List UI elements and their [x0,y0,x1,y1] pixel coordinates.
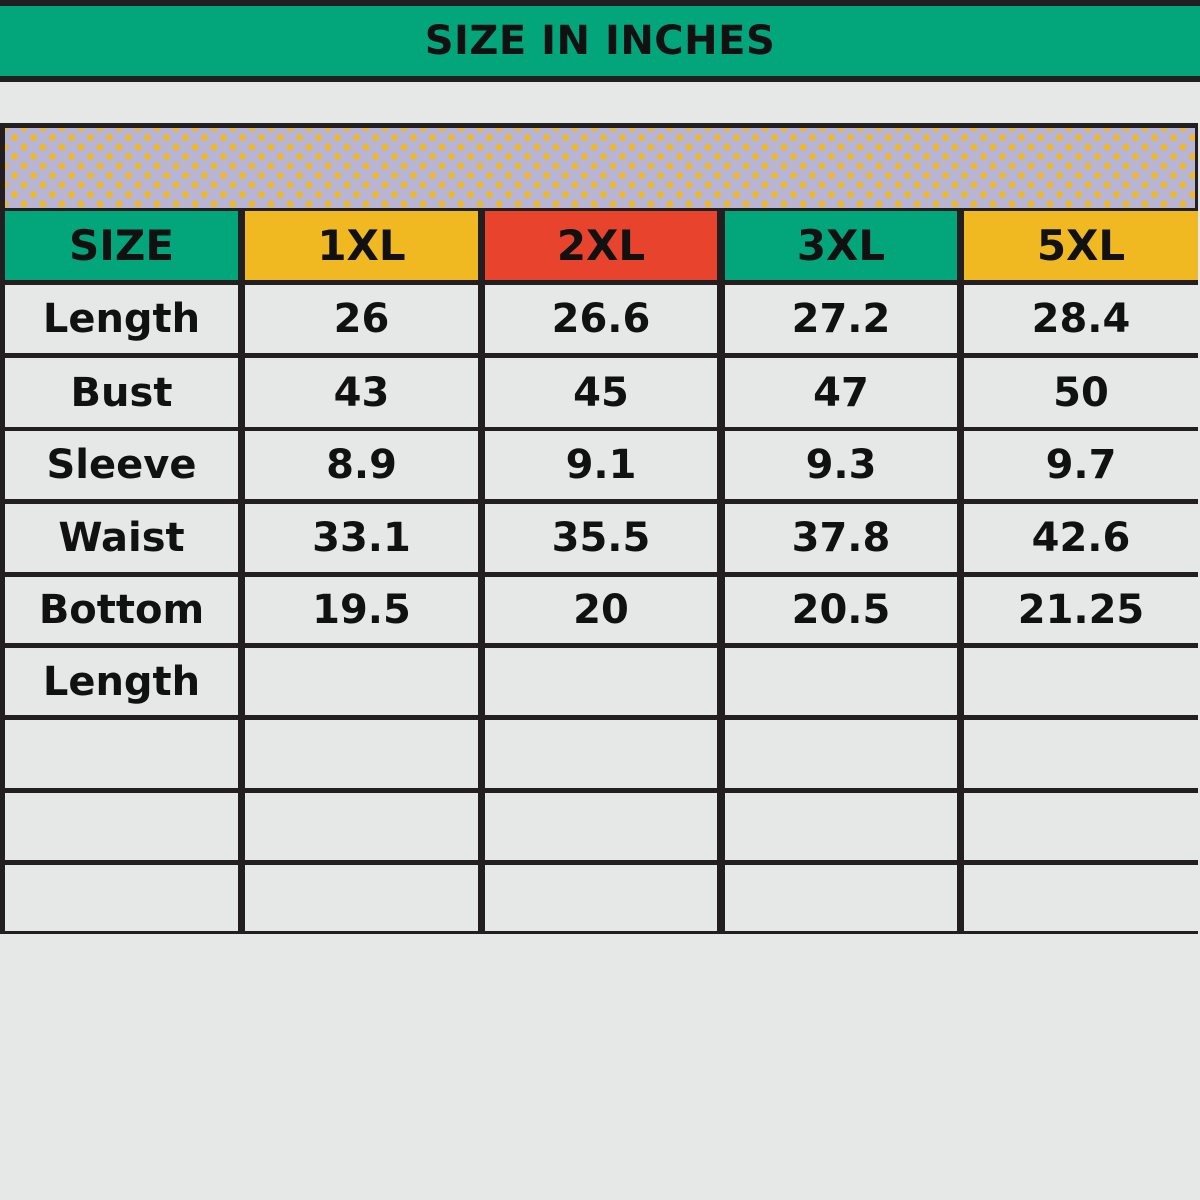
table-cell: 37.8 [725,504,957,572]
header-cell-1xl: 1XL [245,211,478,280]
table-cell: 50 [964,358,1198,427]
table-cell [485,720,717,788]
table-cell [485,648,717,715]
table-cell: 9.7 [964,431,1198,499]
table-cell [245,720,478,788]
table-cell: 9.3 [725,431,957,499]
row-label: Waist [5,504,238,572]
table-cell [725,865,957,931]
table-cell: 9.1 [485,431,717,499]
table-cell: 26 [245,285,478,353]
table-cell [485,793,717,860]
row-label [5,720,238,788]
table-cell: 43 [245,358,478,427]
dotted-pattern-band [5,128,1195,208]
table-cell [964,865,1198,931]
row-label: Bottom [5,577,238,643]
table-cell: 8.9 [245,431,478,499]
row-label [5,865,238,931]
table-cell: 45 [485,358,717,427]
table-cell: 19.5 [245,577,478,643]
table-cell: 47 [725,358,957,427]
table-cell: 20 [485,577,717,643]
table-cell: 21.25 [964,577,1198,643]
table-cell: 42.6 [964,504,1198,572]
header-cell-size: SIZE [5,211,238,280]
table-cell [245,865,478,931]
table-cell: 27.2 [725,285,957,353]
header-cell-5xl: 5XL [964,211,1198,280]
header-cell-3xl: 3XL [725,211,957,280]
row-label: Bust [5,358,238,427]
table-cell [245,648,478,715]
table-cell [964,648,1198,715]
row-label: Sleeve [5,431,238,499]
header-cell-2xl: 2XL [485,211,717,280]
table-cell: 26.6 [485,285,717,353]
table-cell [964,793,1198,860]
table-cell: 33.1 [245,504,478,572]
table-cell [485,865,717,931]
title-bar: SIZE IN INCHES [0,0,1200,82]
row-label: Length [5,648,238,715]
table-cell: 20.5 [725,577,957,643]
table-cell [245,793,478,860]
page-title: SIZE IN INCHES [424,18,776,64]
table-cell [725,648,957,715]
size-chart-table: SIZE 1XL 2XL 3XL 5XL Length 26 26.6 27.2 28.4 Bust… [0,123,1198,934]
table-cell [964,720,1198,788]
table-cell: 35.5 [485,504,717,572]
row-label: Length [5,285,238,353]
table-cell [725,793,957,860]
table-cell [725,720,957,788]
table-cell: 28.4 [964,285,1198,353]
row-label [5,793,238,860]
